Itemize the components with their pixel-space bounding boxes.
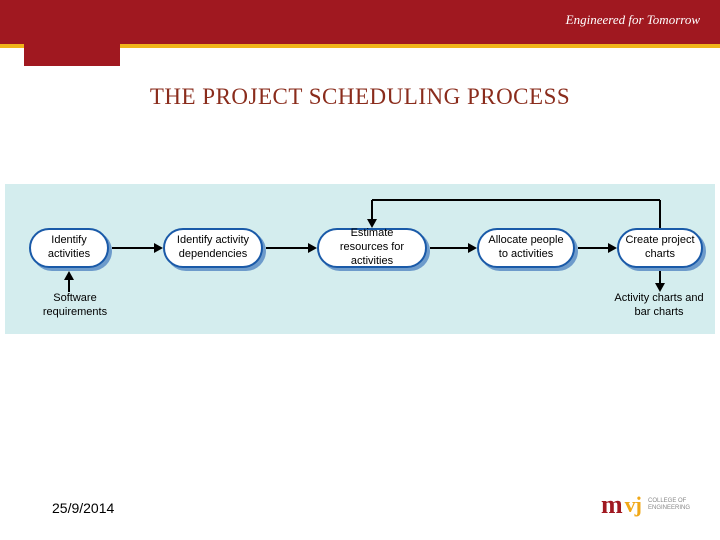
header-corner-block: [24, 0, 120, 66]
footer-logo: mvj COLLEGE OF ENGINEERING: [601, 490, 690, 520]
feedback-line: [372, 199, 660, 201]
flow-arrow: [430, 247, 469, 249]
logo-secondary: vj: [625, 492, 641, 518]
input-label: Software requirements: [35, 292, 115, 320]
flow-arrow: [578, 247, 609, 249]
flow-arrow: [266, 247, 309, 249]
feedback-line: [659, 200, 661, 228]
arrow-head-icon: [154, 243, 163, 253]
flow-node: Allocate people to activities: [477, 228, 575, 268]
flow-node: Estimate resources for activities: [317, 228, 427, 268]
flow-node: Create project charts: [617, 228, 703, 268]
input-arrow: [68, 279, 70, 292]
flow-arrow: [112, 247, 155, 249]
flow-node: Identify activity dependencies: [163, 228, 263, 268]
arrow-head-icon: [655, 283, 665, 292]
arrow-head-icon: [64, 271, 74, 280]
arrow-head-icon: [367, 219, 377, 228]
header-tagline: Engineered for Tomorrow: [566, 12, 700, 28]
flow-node: Identify activities: [29, 228, 109, 268]
logo-primary: m: [601, 490, 621, 520]
arrow-head-icon: [308, 243, 317, 253]
slide-title: THE PROJECT SCHEDULING PROCESS: [0, 84, 720, 110]
arrow-head-icon: [608, 243, 617, 253]
output-label: Activity charts and bar charts: [607, 292, 711, 320]
footer-date: 25/9/2014: [52, 500, 114, 516]
arrow-head-icon: [468, 243, 477, 253]
process-diagram: Identify activities Identify activity dep…: [5, 184, 715, 334]
logo-subtext: COLLEGE OF ENGINEERING: [648, 498, 690, 511]
feedback-line: [371, 200, 373, 220]
